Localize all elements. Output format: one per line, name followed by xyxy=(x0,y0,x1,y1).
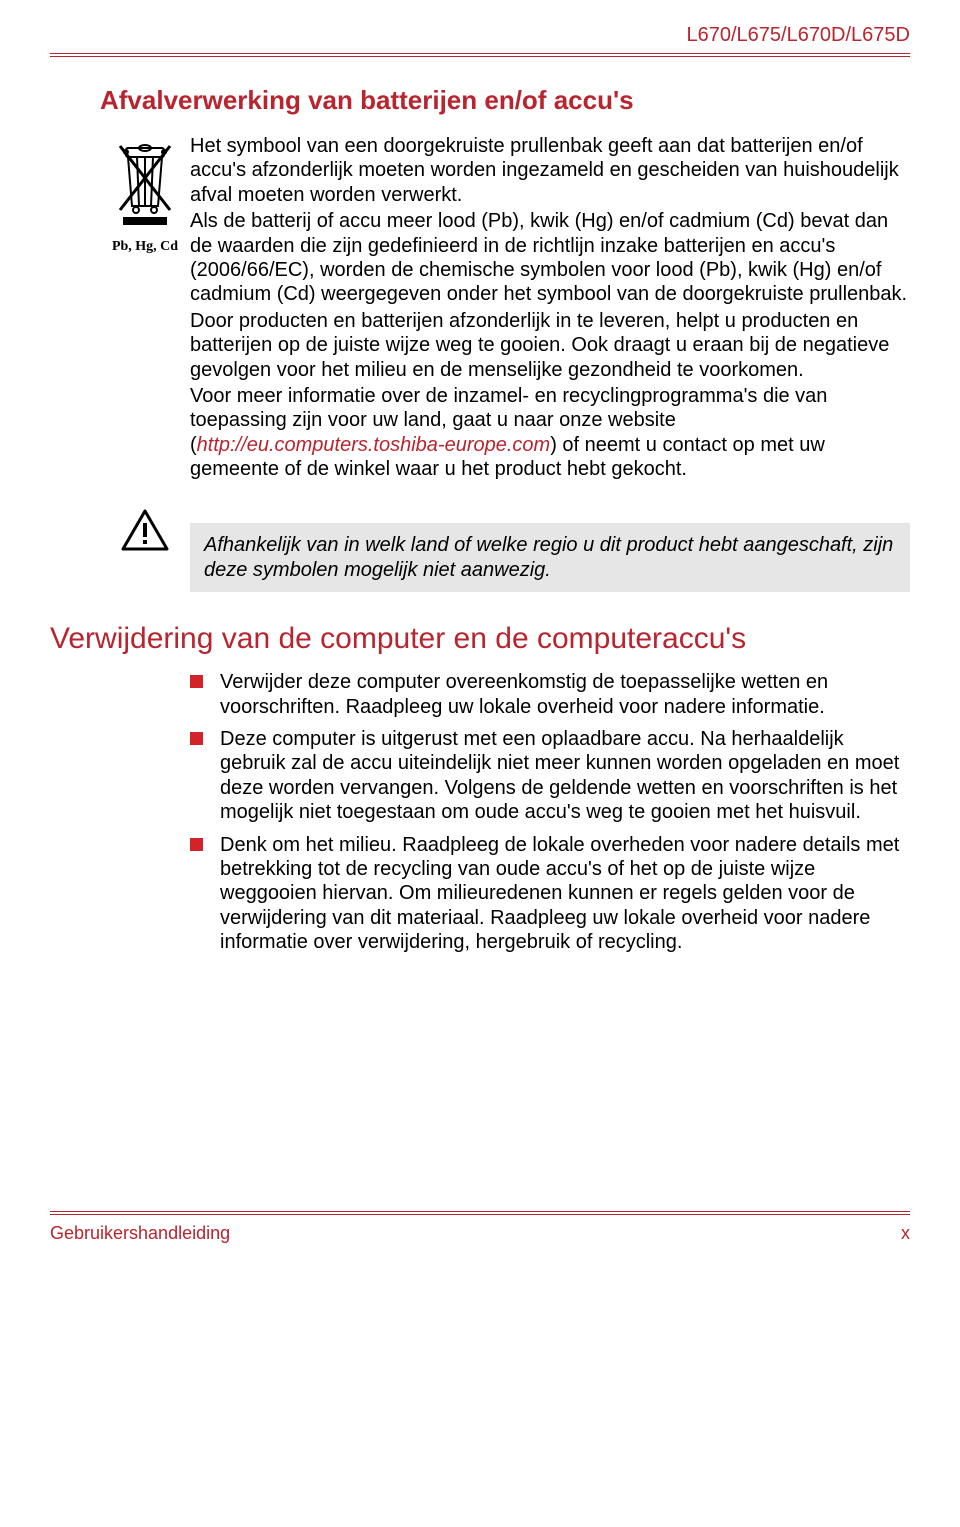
footer-rule-thin xyxy=(50,1211,910,1212)
warning-icon-column xyxy=(100,503,190,556)
note-box: Afhankelijk van in welk land of welke re… xyxy=(190,523,910,592)
bullet-item: Denk om het milieu. Raadpleeg de lokale … xyxy=(190,833,910,955)
crossed-bin-icon xyxy=(112,138,178,228)
section1-p1: Het symbool van een doorgekruiste prulle… xyxy=(190,134,910,207)
section1-text: Het symbool van een doorgekruiste prulle… xyxy=(190,134,910,483)
bin-icon-label: Pb, Hg, Cd xyxy=(100,239,190,255)
footer-right: x xyxy=(901,1223,910,1244)
header-model: L670/L675/L670D/L675D xyxy=(50,20,910,53)
page: L670/L675/L670D/L675D Afvalverwerking va… xyxy=(0,0,960,1264)
section1-p2: Als de batterij of accu meer lood (Pb), … xyxy=(190,209,910,307)
bin-icon-column: Pb, Hg, Cd xyxy=(100,134,190,255)
warning-icon xyxy=(121,509,169,551)
section1-content: Pb, Hg, Cd Het symbool van een doorgekru… xyxy=(100,134,910,483)
note-row: Afhankelijk van in welk land of welke re… xyxy=(100,503,910,592)
footer-row: Gebruikershandleiding x xyxy=(50,1215,910,1244)
footer-left: Gebruikershandleiding xyxy=(50,1223,230,1244)
toshiba-link[interactable]: http://eu.computers.toshiba-europe.com xyxy=(197,434,551,456)
header-rule-thick xyxy=(50,53,910,54)
section2-title: Verwijdering van de computer en de compu… xyxy=(50,622,910,656)
bullet-item: Deze computer is uitgerust met een oplaa… xyxy=(190,727,910,825)
section1-p4: Voor meer informatie over de inzamel- en… xyxy=(190,384,910,482)
footer: Gebruikershandleiding x xyxy=(50,1205,910,1244)
bullet-item: Verwijder deze computer overeenkomstig d… xyxy=(190,670,910,719)
note-text-column: Afhankelijk van in welk land of welke re… xyxy=(190,503,910,592)
section1-title: Afvalverwerking van batterijen en/of acc… xyxy=(100,85,910,116)
header-rule-thin xyxy=(50,56,910,57)
section1-p3: Door producten en batterijen afzonderlij… xyxy=(190,309,910,382)
section2-bullets: Verwijder deze computer overeenkomstig d… xyxy=(190,670,910,954)
